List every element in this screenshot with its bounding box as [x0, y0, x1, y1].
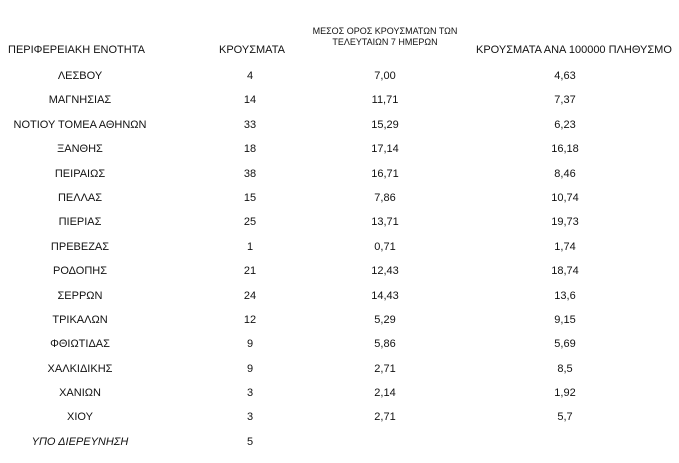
table-body: ΛΕΣΒΟΥ 4 7,00 4,63 ΜΑΓΝΗΣΙΑΣ 14 11,71 7,…: [0, 70, 679, 460]
cases-cell: 24: [243, 289, 257, 302]
region-cell: ΣΕΡΡΩΝ: [57, 289, 103, 302]
region-cell: ΜΑΓΝΗΣΙΑΣ: [48, 94, 112, 107]
cases-cell: 33: [243, 118, 257, 131]
table-row: ΤΡΙΚΑΛΩΝ 12 5,29 9,15: [0, 314, 679, 338]
table-row: ΜΑΓΝΗΣΙΑΣ 14 11,71 7,37: [0, 94, 679, 118]
header-cases: ΚΡΟΥΣΜΑΤΑ: [219, 44, 285, 56]
table-row: ΠΙΕΡΙΑΣ 25 13,71 19,73: [0, 216, 679, 240]
region-cell: ΛΕΣΒΟΥ: [57, 70, 103, 82]
avg7-cell: 7,00: [374, 70, 396, 82]
per100k-cell: 4,63: [554, 70, 576, 82]
table-row-under-investigation: ΥΠΟ ΔΙΕΡΕΥΝΗΣΗ 5: [0, 436, 679, 460]
header-avg7-line1: ΜΕΣΟΣ ΟΡΟΣ ΚΡΟΥΣΜΑΤΩΝ ΤΩΝ: [312, 26, 458, 36]
cases-cell: 18: [243, 143, 257, 156]
table-row: ΣΕΡΡΩΝ 24 14,43 13,6: [0, 290, 679, 314]
per100k-cell: 10,74: [551, 191, 579, 204]
region-cell: ΞΑΝΘΗΣ: [57, 143, 103, 156]
per100k-cell: 18,74: [551, 265, 579, 278]
cases-cell: 5: [246, 435, 254, 448]
table-row: ΠΡΕΒΕΖΑΣ 1 0,71 1,74: [0, 241, 679, 265]
region-cell: ΧΑΛΚΙΔΙΚΗΣ: [47, 362, 113, 375]
header-avg7: ΜΕΣΟΣ ΟΡΟΣ ΚΡΟΥΣΜΑΤΩΝ ΤΩΝ ΤΕΛΕΥΤΑΙΩΝ 7 Η…: [310, 26, 460, 48]
table-row: ΧΙΟΥ 3 2,71 5,7: [0, 411, 679, 435]
per100k-cell: 19,73: [551, 216, 579, 229]
per100k-cell: 7,37: [554, 94, 576, 107]
table-row: ΦΘΙΩΤΙΔΑΣ 9 5,86 5,69: [0, 338, 679, 362]
per100k-cell: 8,5: [557, 362, 573, 375]
per100k-cell: 13,6: [554, 289, 576, 302]
per100k-cell: 5,69: [554, 338, 576, 351]
avg7-cell: 7,86: [374, 191, 396, 204]
per100k-cell: 1,74: [554, 240, 576, 253]
avg7-cell: 15,29: [371, 118, 399, 131]
table-row: ΠΕΛΛΑΣ 15 7,86 10,74: [0, 192, 679, 216]
cases-cell: 21: [243, 265, 257, 278]
avg7-cell: 0,71: [374, 240, 396, 253]
table-row: ΧΑΛΚΙΔΙΚΗΣ 9 2,71 8,5: [0, 363, 679, 387]
avg7-cell: 2,71: [374, 411, 396, 424]
avg7-cell: 2,71: [374, 362, 396, 375]
table-row: ΧΑΝΙΩΝ 3 2,14 1,92: [0, 387, 679, 411]
cases-cell: 14: [243, 94, 257, 107]
table-row: ΡΟΔΟΠΗΣ 21 12,43 18,74: [0, 265, 679, 289]
header-per100k: ΚΡΟΥΣΜΑΤΑ ΑΝΑ 100000 ΠΛΗΘΥΣΜΟ: [476, 44, 672, 56]
cases-cell: 15: [243, 191, 257, 204]
avg7-cell: 5,86: [374, 338, 396, 351]
avg7-cell: 11,71: [371, 94, 399, 107]
per100k-cell: 8,46: [554, 167, 576, 180]
avg7-cell: 16,71: [371, 167, 399, 180]
region-cell: ΤΡΙΚΑΛΩΝ: [52, 313, 108, 326]
per100k-cell: 9,15: [554, 313, 576, 326]
avg7-cell: 13,71: [371, 216, 399, 229]
region-cell: ΥΠΟ ΔΙΕΡΕΥΝΗΣΗ: [31, 435, 129, 448]
avg7-cell: 17,14: [371, 143, 399, 156]
avg7-cell: 2,14: [374, 387, 396, 400]
cases-cell: 38: [243, 167, 257, 180]
cases-cell: 3: [246, 387, 254, 400]
table-row: ΛΕΣΒΟΥ 4 7,00 4,63: [0, 70, 679, 94]
avg7-cell: 14,43: [371, 289, 399, 302]
cases-cell: 3: [246, 411, 254, 424]
region-cell: ΠΙΕΡΙΑΣ: [58, 216, 102, 229]
per100k-cell: 5,7: [557, 411, 573, 424]
cases-cell: 25: [243, 216, 257, 229]
region-cell: ΠΕΙΡΑΙΩΣ: [54, 167, 106, 180]
table-row: ΞΑΝΘΗΣ 18 17,14 16,18: [0, 143, 679, 167]
region-cell: ΧΙΟΥ: [67, 411, 93, 424]
cases-cell: 1: [246, 240, 254, 253]
region-cell: ΝΟΤΙΟΥ ΤΟΜΕΑ ΑΘΗΝΩΝ: [13, 118, 147, 131]
avg7-cell: 12,43: [371, 265, 399, 278]
per100k-cell: 6,23: [554, 118, 576, 131]
per100k-cell: 16,18: [551, 143, 579, 156]
header-region: ΠΕΡΙΦΕΡΕΙΑΚΗ ΕΝΟΤΗΤΑ: [8, 44, 145, 56]
cases-cell: 9: [246, 362, 254, 375]
header-avg7-line2: ΤΕΛΕΥΤΑΙΩΝ 7 ΗΜΕΡΩΝ: [332, 37, 438, 47]
region-cell: ΠΕΛΛΑΣ: [57, 191, 103, 204]
cases-cell: 9: [246, 338, 254, 351]
region-cell: ΦΘΙΩΤΙΔΑΣ: [50, 338, 110, 351]
cases-cell: 4: [246, 70, 254, 82]
table-row: ΠΕΙΡΑΙΩΣ 38 16,71 8,46: [0, 168, 679, 192]
per100k-cell: 1,92: [554, 387, 576, 400]
avg7-cell: 5,29: [374, 313, 396, 326]
region-cell: ΠΡΕΒΕΖΑΣ: [50, 240, 110, 253]
table-row: ΝΟΤΙΟΥ ΤΟΜΕΑ ΑΘΗΝΩΝ 33 15,29 6,23: [0, 119, 679, 143]
region-cell: ΡΟΔΟΠΗΣ: [52, 265, 108, 278]
region-cell: ΧΑΝΙΩΝ: [59, 387, 101, 400]
cases-cell: 12: [243, 313, 257, 326]
